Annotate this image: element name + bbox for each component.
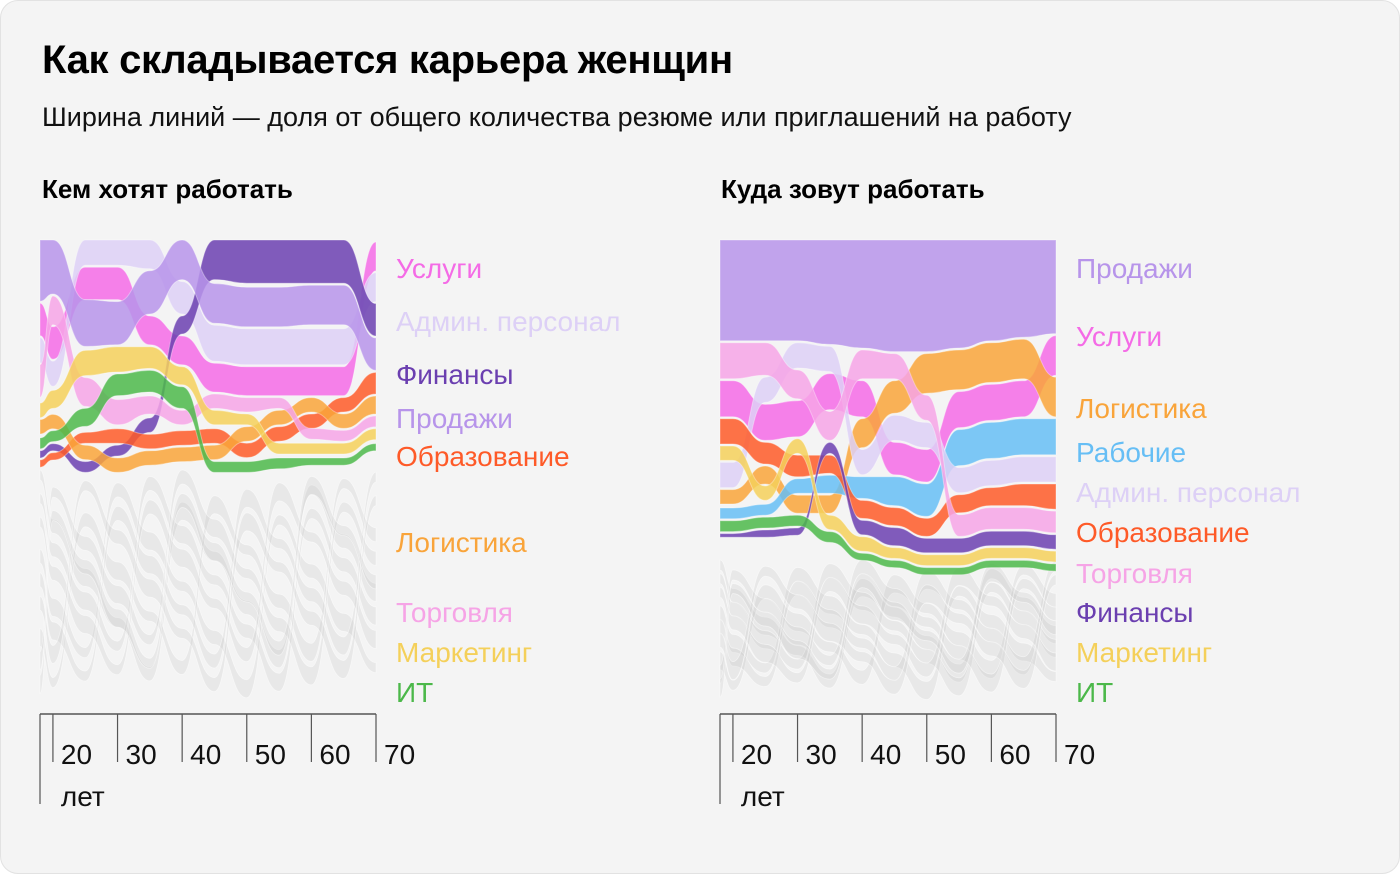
- right-flow-8: [719, 438, 1057, 567]
- right-series-label: Админ. персонал: [1076, 477, 1301, 508]
- left-flow-6: [39, 295, 377, 442]
- left-flow-1: [39, 239, 377, 387]
- left-flow-8: [39, 369, 377, 473]
- left-series-flows: [39, 239, 377, 473]
- right-flow-4: [719, 342, 1057, 494]
- left-background-flows: [39, 469, 377, 699]
- right-x-unit-label: лет: [741, 781, 785, 812]
- left-tick-label: 50: [255, 739, 286, 770]
- right-tick-label: 50: [935, 739, 966, 770]
- left-tick-label: 70: [384, 739, 415, 770]
- right-series-label: Логистика: [1076, 393, 1207, 424]
- left-flow-4: [39, 371, 377, 468]
- left-x-unit-label: лет: [61, 781, 105, 812]
- left-flow-7: [39, 346, 377, 455]
- right-background-flows: [719, 559, 1057, 700]
- right-tick-label: 60: [999, 739, 1030, 770]
- left-series-label: Админ. персонал: [396, 306, 621, 337]
- left-series-label: Образование: [396, 441, 570, 472]
- page-title: Как складывается карьера женщин: [42, 38, 733, 82]
- right-series-flows: [719, 239, 1057, 576]
- left-tick-label: 30: [126, 739, 157, 770]
- left-series-label: Торговля: [396, 597, 513, 628]
- right-background-flow: [719, 559, 1057, 689]
- right-series-label: Финансы: [1076, 597, 1194, 628]
- right-background-flow: [719, 563, 1057, 698]
- left-tick-label: 60: [319, 739, 350, 770]
- left-background-flow: [39, 469, 377, 686]
- right-background-flow: [719, 565, 1057, 695]
- right-flow-3: [719, 418, 1057, 520]
- right-background-flow: [719, 567, 1057, 684]
- left-flow-3: [39, 239, 377, 371]
- left-series-label: Маркетинг: [396, 637, 532, 668]
- left-background-flow: [39, 478, 377, 688]
- left-series-label: Продажи: [396, 403, 513, 434]
- left-background-flow: [39, 480, 377, 692]
- left-tick-label: 20: [61, 739, 92, 770]
- right-series-label: Торговля: [1076, 558, 1193, 589]
- left-background-flow: [39, 482, 377, 676]
- chart-title-right: Куда зовут работать: [721, 174, 985, 204]
- left-flow-2: [39, 239, 377, 473]
- right-series-label: Образование: [1076, 517, 1250, 548]
- right-flow-6: [719, 342, 1057, 537]
- left-background-flow: [39, 476, 377, 694]
- left-series-label: Логистика: [396, 527, 527, 558]
- left-series-label: Финансы: [396, 359, 514, 390]
- right-tick-label: 40: [870, 739, 901, 770]
- right-flow-9: [719, 514, 1057, 576]
- right-tick-label: 20: [741, 739, 772, 770]
- right-series-label: Рабочие: [1076, 437, 1186, 468]
- right-flow-0: [719, 239, 1057, 353]
- left-tick-label: 40: [190, 739, 221, 770]
- left-background-flow: [39, 476, 377, 692]
- left-background-flow: [39, 471, 377, 682]
- right-tick-label: 70: [1064, 739, 1095, 770]
- chart-left: 20 30 40 50 60 70 лет Услуги Админ. персонал Фина…: [39, 239, 621, 812]
- right-series-label: Услуги: [1076, 321, 1162, 352]
- chart-title-left: Кем хотят работать: [42, 174, 293, 204]
- right-tick-label: 30: [806, 739, 837, 770]
- right-background-flow: [719, 560, 1057, 687]
- right-series-label: ИТ: [1076, 677, 1113, 708]
- left-series-label: ИТ: [396, 677, 433, 708]
- right-series-label: Маркетинг: [1076, 637, 1212, 668]
- right-series-label: Продажи: [1076, 253, 1193, 284]
- right-background-flow: [719, 567, 1057, 700]
- left-series-label: Услуги: [396, 253, 482, 284]
- page-subtitle: Ширина линий — доля от общего количества…: [42, 102, 1072, 132]
